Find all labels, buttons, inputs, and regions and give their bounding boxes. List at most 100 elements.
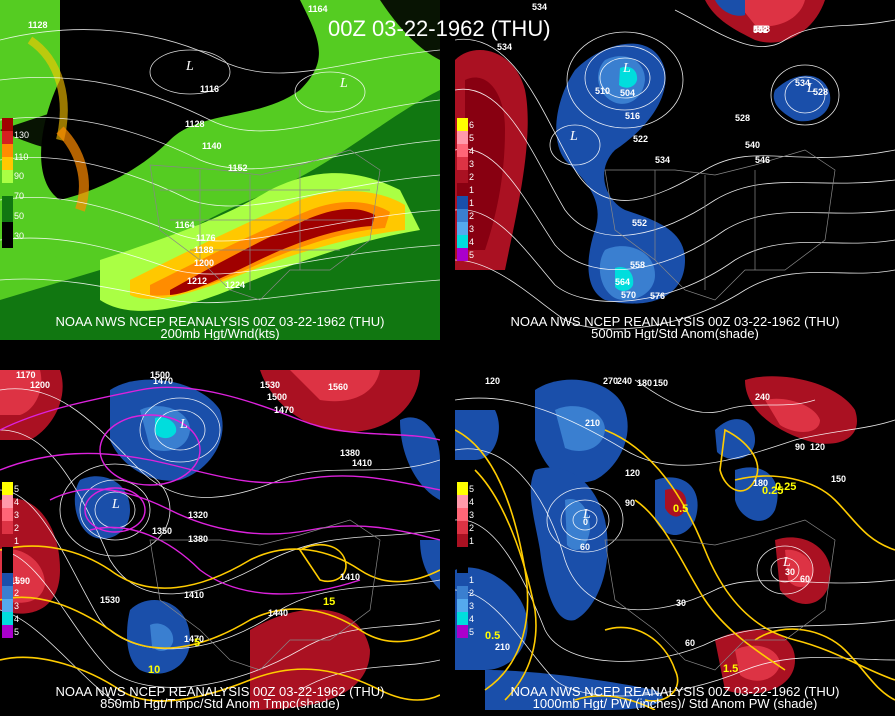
svg-text:180: 180 (637, 378, 652, 388)
page-title: 00Z 03-22-1962 (THU) (328, 16, 551, 41)
legend-value: 50 (14, 211, 25, 221)
legend-500mb (457, 118, 468, 261)
svg-text:210: 210 (585, 418, 600, 428)
legend-value: 1 (469, 575, 475, 585)
panel-1000mb: 120 270 240 180 150 210 240 120 90 30 0 … (455, 370, 895, 710)
legend-850mb (2, 482, 13, 638)
svg-text:1470: 1470 (274, 405, 294, 415)
svg-text:546: 546 (755, 155, 770, 165)
legend-value: 2 (469, 172, 475, 182)
svg-text:270: 270 (603, 376, 618, 386)
panel-caption-field: 500mb Hgt/Std Anom(shade) (591, 326, 759, 340)
labels-1000mb: 120 270 240 180 150 210 240 120 90 30 0 … (485, 376, 846, 675)
legend-value: 2 (469, 588, 475, 598)
labels-200mb: 1164 1128 1116 1128 1140 1152 1164 1176 … (28, 4, 348, 290)
legend-value: 70 (14, 191, 25, 201)
legend-value: 3 (14, 510, 20, 520)
svg-text:L: L (806, 81, 815, 96)
legend-value: 4 (469, 497, 475, 507)
legend-value: 130 (14, 130, 30, 140)
svg-text:1350: 1350 (152, 526, 172, 536)
legend-value: 3 (14, 601, 20, 611)
map-200mb: 1164 1128 1116 1128 1140 1152 1164 1176 … (0, 0, 440, 340)
svg-text:0.5: 0.5 (485, 630, 500, 642)
svg-text:1410: 1410 (184, 590, 204, 600)
svg-text:5: 5 (194, 637, 200, 649)
svg-text:10: 10 (148, 664, 160, 676)
svg-text:120: 120 (485, 376, 500, 386)
legend-1000mb (457, 482, 468, 638)
svg-text:1500: 1500 (150, 370, 170, 380)
svg-text:1212: 1212 (187, 276, 207, 286)
svg-text:552: 552 (753, 24, 768, 34)
svg-text:30: 30 (676, 598, 686, 608)
svg-text:1116: 1116 (200, 84, 219, 94)
panel-850mb: 1170 1200 1500 1470 1530 1500 1560 1470 … (0, 370, 440, 710)
legend-value: 2 (469, 523, 475, 533)
svg-text:L: L (339, 76, 348, 91)
svg-text:L: L (569, 129, 578, 144)
svg-text:1140: 1140 (202, 141, 222, 151)
legend-value: 5 (469, 133, 475, 143)
svg-text:576: 576 (650, 291, 665, 301)
svg-text:552: 552 (753, 25, 768, 35)
svg-text:510: 510 (595, 86, 610, 96)
svg-text:210: 210 (495, 642, 510, 652)
svg-text:L: L (185, 59, 194, 74)
svg-text:60: 60 (580, 542, 590, 552)
svg-text:1560: 1560 (328, 382, 348, 392)
panel-caption-field: 850mb Hgt/Tmpc/Std Anom Tmpc(shade) (100, 696, 340, 710)
svg-text:L: L (111, 497, 120, 512)
svg-text:1440: 1440 (268, 608, 288, 618)
panel-caption-source: NOAA NWS NCEP REANALYSIS 00Z 03-22-1962 … (510, 314, 840, 329)
legend-value: 4 (14, 497, 20, 507)
panel-200mb: 1164 1128 1116 1128 1140 1152 1164 1176 … (0, 0, 440, 340)
legend-value: 3 (469, 510, 475, 520)
svg-text:540: 540 (745, 140, 760, 150)
map-850mb: 1170 1200 1500 1470 1530 1500 1560 1470 … (0, 370, 440, 710)
legend-value: 2 (14, 523, 20, 533)
legend-value: 4 (469, 146, 475, 156)
svg-text:558: 558 (630, 260, 645, 270)
svg-text:504: 504 (620, 88, 635, 98)
svg-text:1380: 1380 (340, 448, 360, 458)
svg-text:528: 528 (735, 113, 750, 123)
panel-caption-source: NOAA NWS NCEP REANALYSIS 00Z 03-22-1962 … (55, 314, 385, 329)
svg-text:60: 60 (685, 638, 695, 648)
svg-text:240: 240 (755, 392, 770, 402)
svg-text:0.25: 0.25 (762, 485, 783, 497)
svg-text:150: 150 (653, 378, 668, 388)
svg-text:1470: 1470 (184, 634, 204, 644)
labels-500mb: 534 534 510 504 516 522 534 552 558 552 … (497, 2, 828, 301)
svg-text:150: 150 (831, 474, 846, 484)
legend-value: 5 (469, 250, 475, 260)
svg-text:1176: 1176 (196, 233, 216, 243)
legend-value: 4 (469, 237, 475, 247)
svg-text:1128: 1128 (185, 119, 205, 129)
svg-text:60: 60 (800, 574, 810, 584)
panel-500mb: 534 534 510 504 516 522 534 552 558 552 … (455, 0, 895, 340)
legend-value: 4 (469, 614, 475, 624)
svg-text:L: L (179, 417, 188, 432)
svg-text:1128: 1128 (28, 20, 48, 30)
svg-text:1224: 1224 (225, 280, 245, 290)
svg-text:L: L (782, 555, 791, 570)
svg-text:534: 534 (532, 2, 547, 12)
svg-text:522: 522 (633, 134, 648, 144)
svg-text:1170: 1170 (16, 370, 36, 380)
svg-text:564: 564 (615, 277, 630, 287)
labels-850mb: 1170 1200 1500 1470 1530 1500 1560 1470 … (10, 370, 372, 676)
legend-value: 1 (469, 185, 475, 195)
svg-text:15: 15 (323, 596, 335, 608)
svg-text:1320: 1320 (188, 510, 208, 520)
legend-value: 5 (469, 484, 475, 494)
svg-text:1530: 1530 (260, 380, 280, 390)
svg-text:180: 180 (753, 478, 768, 488)
legend-value: 1 (14, 536, 20, 546)
legend-value: 3 (469, 601, 475, 611)
svg-text:534: 534 (655, 155, 670, 165)
svg-text:0.5: 0.5 (673, 503, 688, 515)
svg-text:0.25: 0.25 (775, 481, 796, 493)
svg-text:240: 240 (617, 376, 632, 386)
svg-text:90: 90 (625, 498, 635, 508)
